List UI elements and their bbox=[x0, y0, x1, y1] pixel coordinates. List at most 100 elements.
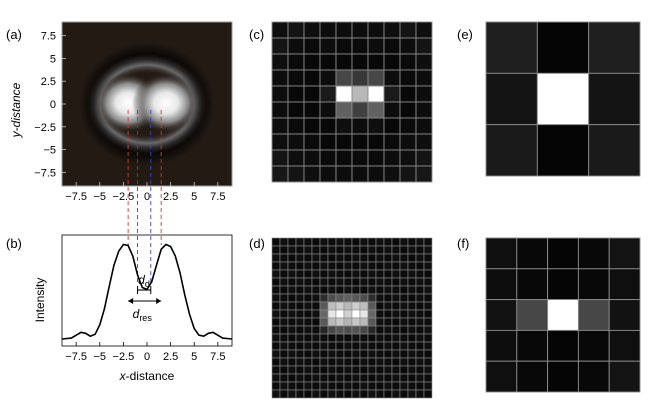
grid-cell bbox=[279, 341, 289, 351]
grid-cell bbox=[423, 245, 433, 255]
grid-cell bbox=[303, 285, 313, 295]
grid-cell bbox=[383, 357, 393, 367]
grid-cell bbox=[279, 277, 289, 287]
grid-cell bbox=[295, 325, 305, 335]
grid-cell bbox=[415, 285, 425, 295]
grid-cell bbox=[327, 269, 337, 279]
grid-cell bbox=[383, 53, 401, 71]
grid-cell bbox=[319, 101, 337, 119]
grid-cell bbox=[367, 21, 385, 39]
grid-cell bbox=[536, 72, 590, 126]
grid-cell bbox=[375, 389, 385, 399]
grid-cell bbox=[547, 360, 579, 393]
grid-cell bbox=[351, 269, 361, 279]
grid-cell bbox=[271, 165, 289, 183]
grid-cell bbox=[375, 285, 385, 295]
grid-cell bbox=[295, 365, 305, 375]
grid-cell bbox=[608, 268, 641, 301]
grid-cell bbox=[485, 72, 538, 126]
grid-cell bbox=[287, 365, 297, 375]
grid-cell bbox=[335, 285, 345, 295]
grid-cell bbox=[351, 21, 369, 39]
grid-cell bbox=[351, 293, 361, 303]
grid-cell bbox=[335, 341, 345, 351]
grid-cell bbox=[287, 389, 297, 399]
grid-cell bbox=[319, 261, 329, 271]
grid-cell bbox=[423, 373, 433, 383]
grid-cell bbox=[399, 253, 409, 263]
grid-cell bbox=[271, 341, 281, 351]
grid-cell bbox=[303, 261, 313, 271]
grid-cell bbox=[335, 261, 345, 271]
grid-cell bbox=[375, 253, 385, 263]
grid-cell bbox=[399, 365, 409, 375]
grid-cell bbox=[335, 301, 345, 311]
grid-cell bbox=[423, 333, 433, 343]
grid-cell bbox=[359, 317, 369, 327]
grid-cell bbox=[287, 117, 305, 135]
grid-cell bbox=[311, 317, 321, 327]
grid-cell bbox=[399, 261, 409, 271]
dres-label-sub: res bbox=[139, 313, 152, 323]
grid-cell bbox=[287, 85, 305, 103]
grid-cell bbox=[391, 261, 401, 271]
grid-cell bbox=[399, 301, 409, 311]
grid-cell bbox=[327, 317, 337, 327]
grid-cell bbox=[375, 325, 385, 335]
panel-b-intensity-curve bbox=[61, 243, 233, 340]
grid-cell bbox=[407, 285, 417, 295]
grid-cell bbox=[359, 269, 369, 279]
grid-cell bbox=[399, 53, 417, 71]
grid-cell bbox=[327, 333, 337, 343]
grid-cell bbox=[319, 253, 329, 263]
grid-cell bbox=[367, 341, 377, 351]
grid-cell bbox=[367, 53, 385, 71]
grid-cell bbox=[415, 317, 425, 327]
grid-cell bbox=[391, 357, 401, 367]
grid-cell bbox=[319, 85, 337, 103]
grid-cell bbox=[319, 333, 329, 343]
grid-cell bbox=[303, 309, 313, 319]
panel-a-image: −7.5 −5 −2.5 0 2.5 5 7.5 7.5 5 2.5 0 −2.5 −5 −7.5 bbox=[34, 21, 233, 203]
grid-cell bbox=[608, 299, 641, 331]
guide-lines bbox=[127, 110, 162, 282]
grid-cell bbox=[375, 237, 385, 247]
grid-cell bbox=[383, 317, 393, 327]
grid-cell bbox=[391, 309, 401, 319]
grid-cell bbox=[295, 253, 305, 263]
grid-cell bbox=[359, 389, 369, 399]
grid-cell bbox=[303, 381, 313, 391]
grid-cell bbox=[399, 285, 409, 295]
grid-cell bbox=[295, 269, 305, 279]
grid-cell bbox=[383, 101, 401, 119]
grid-cell bbox=[287, 333, 297, 343]
a-y-tick-label: −2.5 bbox=[34, 122, 56, 134]
grid-cell bbox=[588, 72, 641, 126]
grid-cell bbox=[319, 21, 337, 39]
grid-cell bbox=[319, 341, 329, 351]
grid-cell bbox=[271, 333, 281, 343]
grid-cell bbox=[399, 333, 409, 343]
grid-cell bbox=[415, 21, 433, 39]
grid-cell bbox=[319, 365, 329, 375]
grid-cell bbox=[367, 277, 377, 287]
b-x-tick-label: −2.5 bbox=[113, 351, 135, 363]
dd-label: dd bbox=[138, 273, 150, 289]
grid-cell bbox=[287, 261, 297, 271]
grid-cell bbox=[287, 325, 297, 335]
panel-e-label: (e) bbox=[457, 27, 473, 42]
grid-cell bbox=[335, 253, 345, 263]
grid-cell bbox=[295, 333, 305, 343]
grid-cell bbox=[399, 245, 409, 255]
grid-cell bbox=[367, 261, 377, 271]
grid-cell bbox=[271, 253, 281, 263]
grid-cell bbox=[367, 349, 377, 359]
grid-cell bbox=[319, 285, 329, 295]
grid-cell bbox=[415, 293, 425, 303]
grid-cell bbox=[547, 299, 579, 331]
grid-cell bbox=[588, 124, 641, 177]
grid-cell bbox=[319, 309, 329, 319]
grid-cell bbox=[351, 341, 361, 351]
grid-cell bbox=[383, 21, 401, 39]
